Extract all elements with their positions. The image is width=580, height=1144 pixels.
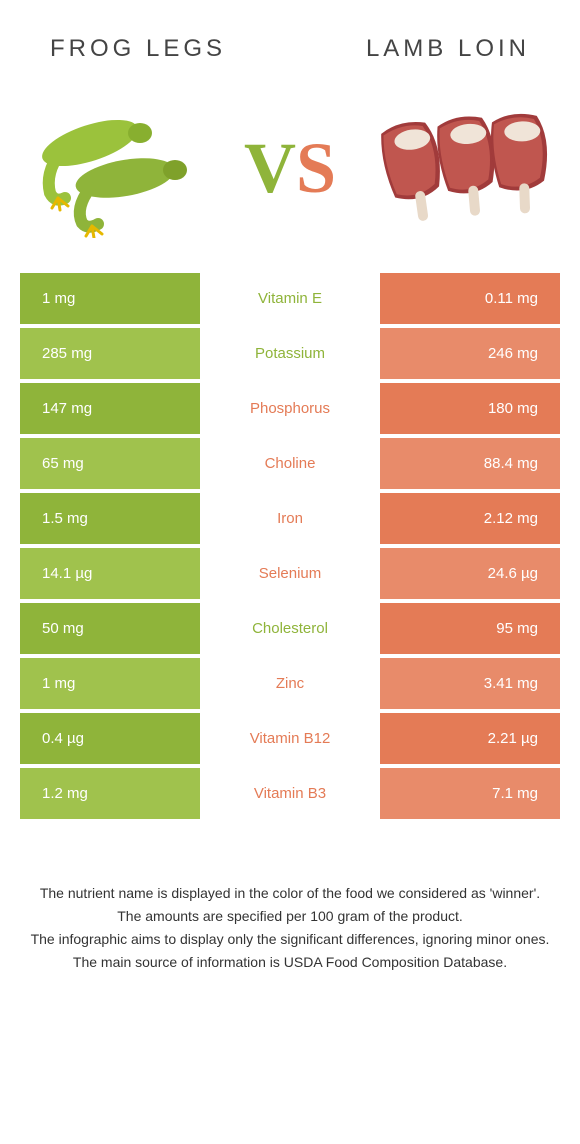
value-right: 2.21 µg	[380, 713, 560, 764]
table-row: 1.2 mgVitamin B37.1 mg	[20, 768, 560, 819]
vs-label: VS	[244, 127, 336, 210]
value-right: 7.1 mg	[380, 768, 560, 819]
table-row: 50 mgCholesterol95 mg	[20, 603, 560, 654]
nutrient-name: Selenium	[200, 548, 380, 599]
nutrient-name: Cholesterol	[200, 603, 380, 654]
value-right: 95 mg	[380, 603, 560, 654]
lamb-loin-image	[365, 93, 555, 243]
table-row: 1 mgZinc3.41 mg	[20, 658, 560, 709]
value-right: 0.11 mg	[380, 273, 560, 324]
nutrient-name: Iron	[200, 493, 380, 544]
value-right: 3.41 mg	[380, 658, 560, 709]
value-right: 88.4 mg	[380, 438, 560, 489]
nutrient-name: Choline	[200, 438, 380, 489]
value-right: 24.6 µg	[380, 548, 560, 599]
value-left: 1 mg	[20, 658, 200, 709]
value-left: 1.5 mg	[20, 493, 200, 544]
nutrient-table: 1 mgVitamin E0.11 mg285 mgPotassium246 m…	[0, 273, 580, 819]
nutrient-name: Zinc	[200, 658, 380, 709]
table-row: 1.5 mgIron2.12 mg	[20, 493, 560, 544]
frog-legs-image	[25, 93, 215, 243]
nutrient-name: Vitamin E	[200, 273, 380, 324]
nutrient-name: Vitamin B12	[200, 713, 380, 764]
table-row: 0.4 µgVitamin B122.21 µg	[20, 713, 560, 764]
footer-line: The infographic aims to display only the…	[30, 929, 550, 950]
value-left: 1.2 mg	[20, 768, 200, 819]
table-row: 65 mgCholine88.4 mg	[20, 438, 560, 489]
title-left: Frog legs	[50, 35, 226, 63]
table-row: 14.1 µgSelenium24.6 µg	[20, 548, 560, 599]
vs-v: V	[244, 128, 296, 208]
footer-line: The main source of information is USDA F…	[30, 952, 550, 973]
table-row: 285 mgPotassium246 mg	[20, 328, 560, 379]
footer-line: The amounts are specified per 100 gram o…	[30, 906, 550, 927]
table-row: 147 mgPhosphorus180 mg	[20, 383, 560, 434]
value-left: 14.1 µg	[20, 548, 200, 599]
nutrient-name: Phosphorus	[200, 383, 380, 434]
nutrient-name: Vitamin B3	[200, 768, 380, 819]
footer: The nutrient name is displayed in the co…	[0, 823, 580, 973]
value-left: 0.4 µg	[20, 713, 200, 764]
images-row: VS	[0, 73, 580, 273]
value-right: 246 mg	[380, 328, 560, 379]
vs-s: S	[296, 128, 336, 208]
value-left: 1 mg	[20, 273, 200, 324]
title-right: Lamb loin	[366, 35, 530, 63]
footer-line: The nutrient name is displayed in the co…	[30, 883, 550, 904]
header: Frog legs Lamb loin	[0, 0, 580, 73]
value-right: 180 mg	[380, 383, 560, 434]
nutrient-name: Potassium	[200, 328, 380, 379]
value-left: 50 mg	[20, 603, 200, 654]
value-left: 65 mg	[20, 438, 200, 489]
value-right: 2.12 mg	[380, 493, 560, 544]
value-left: 285 mg	[20, 328, 200, 379]
value-left: 147 mg	[20, 383, 200, 434]
table-row: 1 mgVitamin E0.11 mg	[20, 273, 560, 324]
